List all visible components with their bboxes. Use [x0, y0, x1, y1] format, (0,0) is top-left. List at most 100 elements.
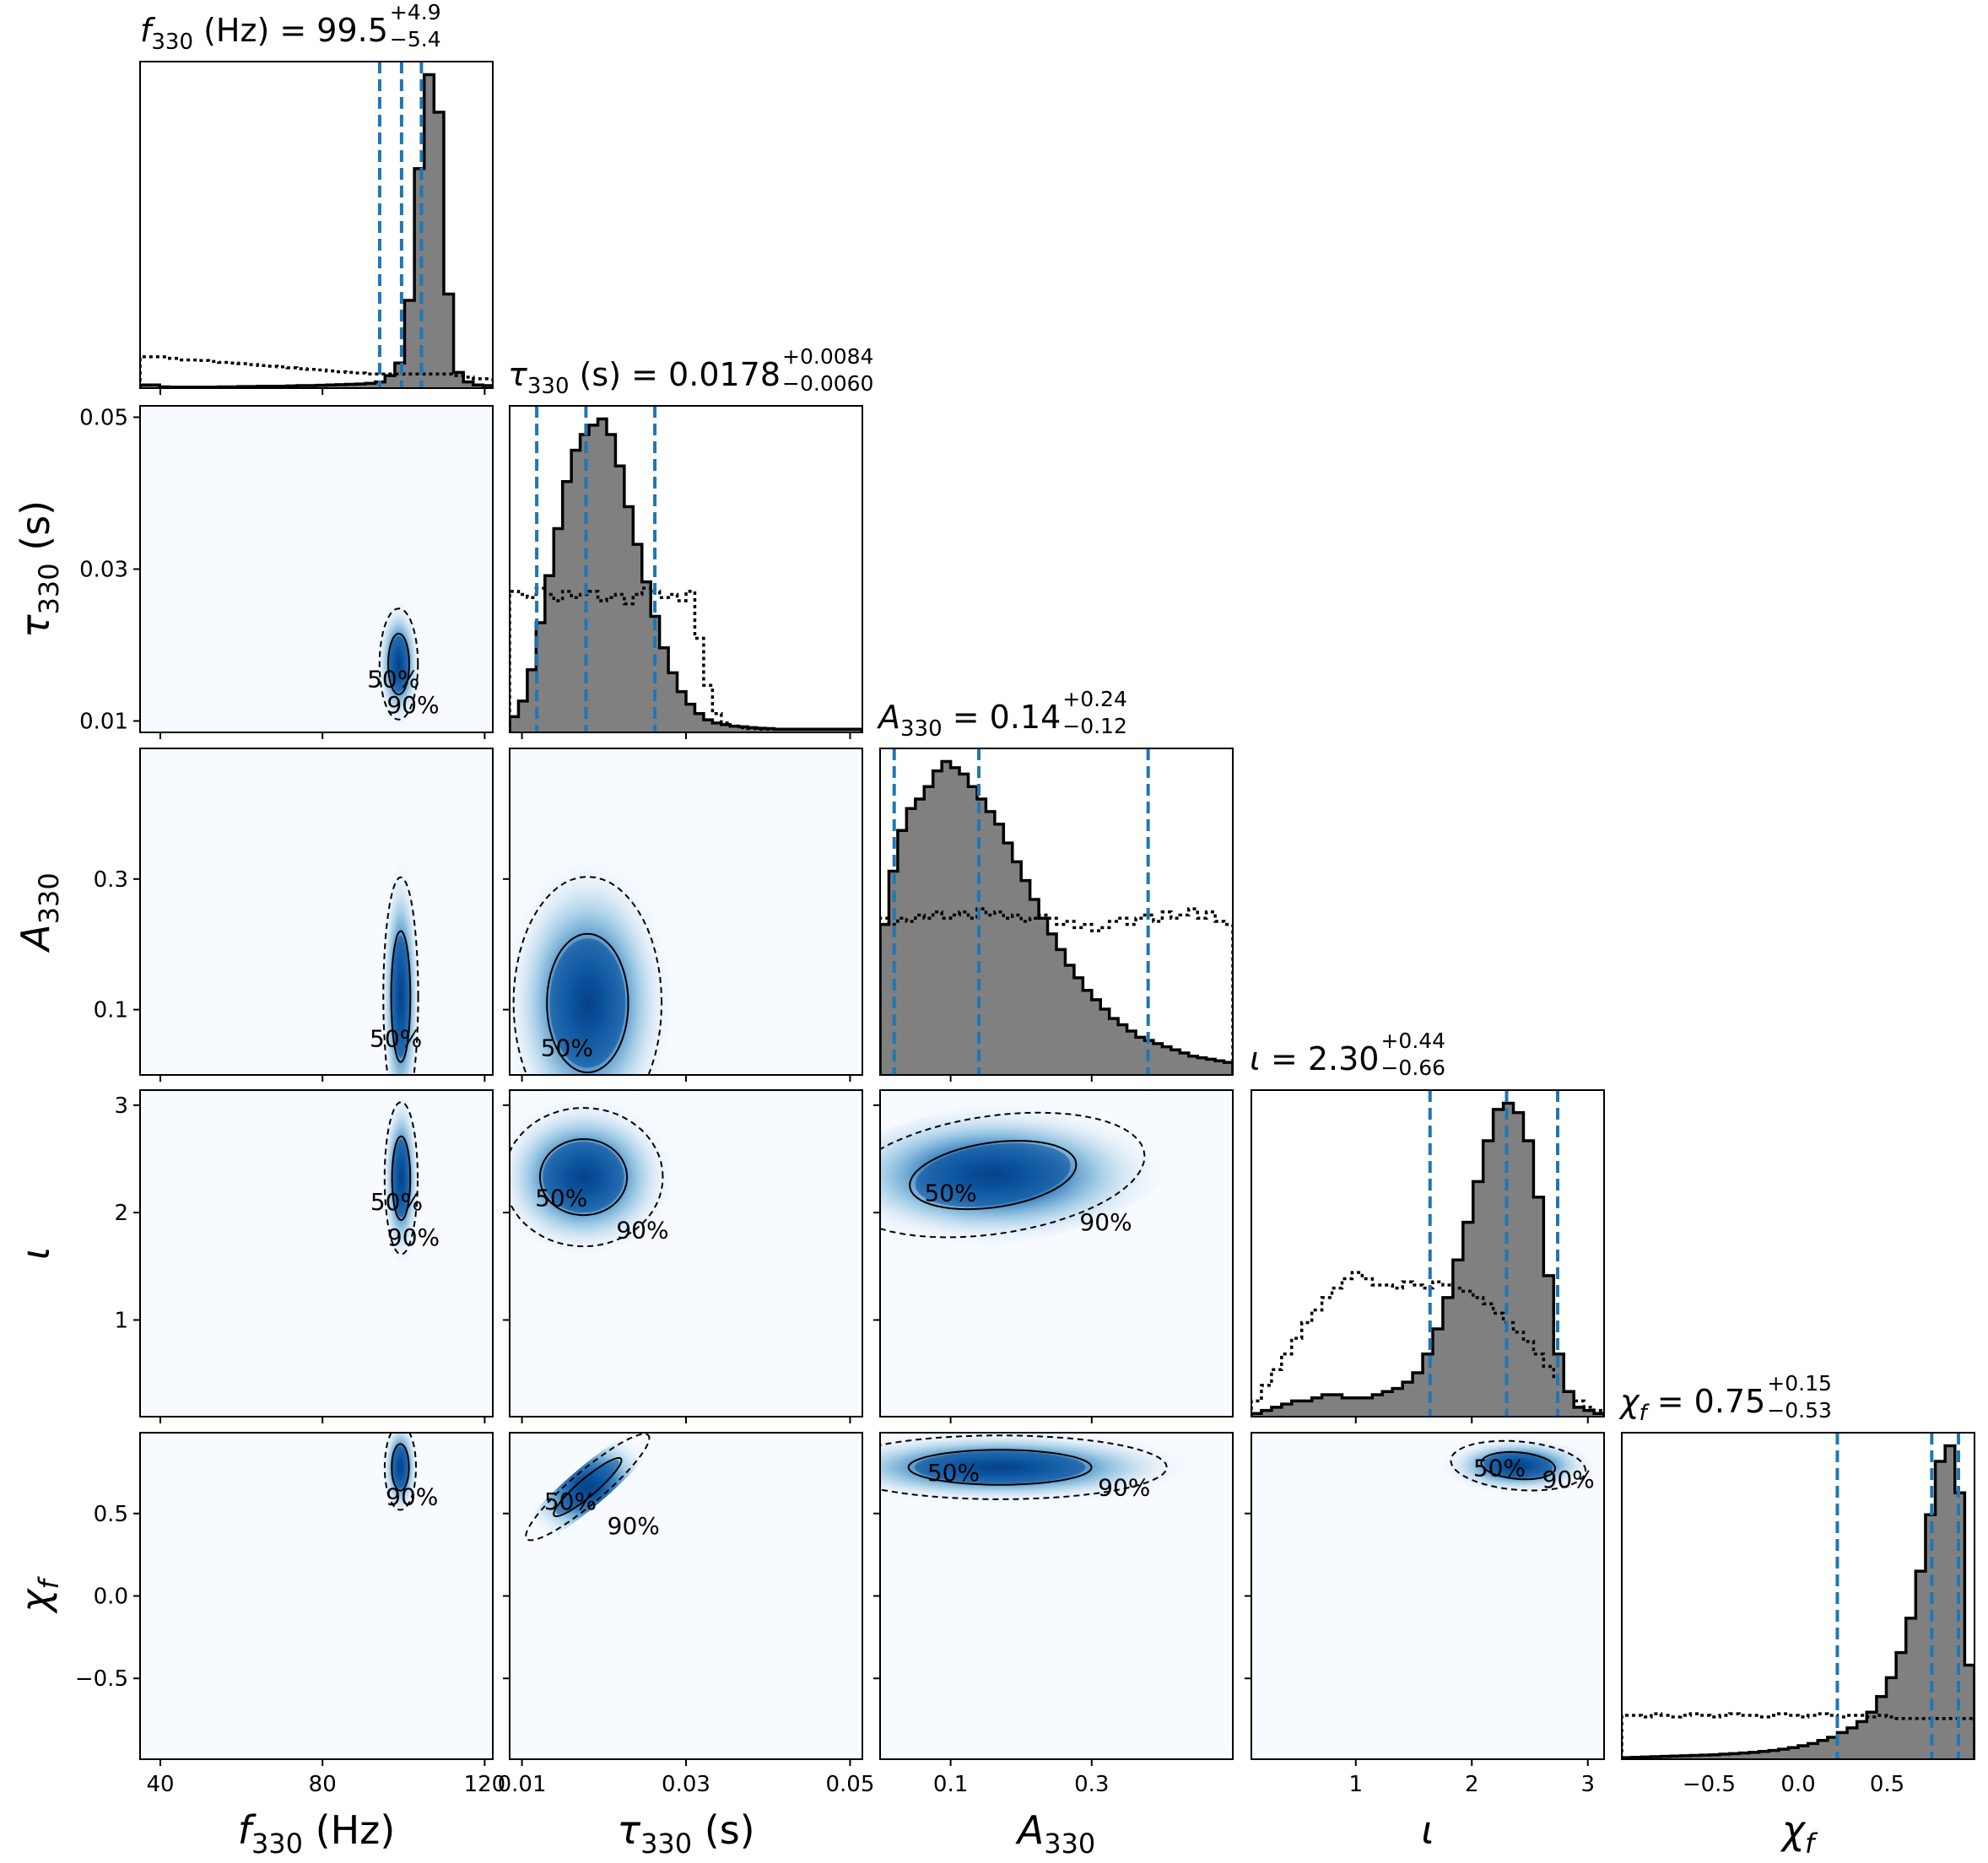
ytick-label-chi: −0.5 — [75, 1666, 128, 1692]
contour-90 — [383, 1101, 419, 1256]
contour-label-90: 90% — [1098, 1473, 1150, 1501]
contour-label-50: 50% — [1473, 1454, 1526, 1482]
ylabel-chi: χf — [13, 1576, 65, 1615]
title-iota: ι = 2.30 — [1250, 1040, 1379, 1077]
xlabel-iota: ι — [1421, 1807, 1434, 1853]
title-minus-f: −5.4 — [390, 27, 441, 51]
density-panel-f-iota: 50%90% — [133, 1089, 494, 1423]
ytick-label-iota: 2 — [114, 1201, 128, 1226]
xtick-label-tau: 0.05 — [825, 1772, 874, 1797]
contour-50 — [907, 1449, 1093, 1486]
density-panel-f-chi: 90% — [133, 1432, 494, 1766]
xtick-label-A: 0.1 — [933, 1772, 968, 1797]
prior-hist-tau — [510, 586, 862, 732]
posterior-hist-fill-A — [880, 761, 1233, 1075]
xtick-label-f: 80 — [309, 1772, 337, 1797]
density-background — [140, 406, 493, 732]
density-panel-f-tau: 50%90% — [133, 405, 494, 739]
xtick-label-tau: 0.03 — [662, 1772, 710, 1797]
contour-90 — [510, 1106, 664, 1248]
contour-label-50: 50% — [370, 1024, 422, 1052]
contour-label-50: 50% — [367, 666, 419, 694]
xtick-label-A: 0.3 — [1074, 1772, 1109, 1797]
density-core — [543, 1142, 624, 1213]
contour-50 — [390, 930, 412, 1063]
title-chi: χf = 0.75 — [1618, 1383, 1765, 1426]
prior-hist-chi — [1622, 1712, 1974, 1759]
ylabel-iota: ι — [13, 1247, 58, 1261]
xtick-label-iota: 1 — [1348, 1772, 1363, 1797]
ytick-label-A: 0.3 — [94, 867, 128, 893]
axes-frame — [139, 1089, 494, 1418]
ylabel-tau: τ330 (s) — [13, 500, 65, 638]
xtick-label-tau: 0.01 — [498, 1772, 547, 1797]
ytick-label-chi: 0.5 — [94, 1502, 128, 1527]
title-tau: τ330 (s) = 0.0178 — [508, 356, 781, 399]
histogram-panel-f: f330 (Hz) = 99.5 +4.9 −5.4 — [139, 0, 494, 395]
contour-label-50: 50% — [544, 1488, 597, 1515]
prior-hist-f — [140, 355, 493, 388]
contour-label-90: 90% — [386, 1483, 438, 1511]
contour-90 — [880, 1111, 1146, 1239]
xtick-label-chi: −0.5 — [1683, 1772, 1736, 1797]
xtick-label-f: 120 — [464, 1772, 506, 1797]
posterior-hist-edge-iota — [1251, 1101, 1604, 1417]
density-core — [392, 1139, 410, 1218]
contour-50 — [391, 1135, 412, 1222]
contour-label-90: 90% — [616, 1217, 668, 1245]
density-panel-tau-chi: 50% 90% — [503, 1432, 863, 1766]
ytick-label-chi: 0.0 — [94, 1585, 128, 1610]
contour-label-90: 90% — [1079, 1208, 1132, 1236]
density-core — [549, 938, 626, 1068]
contour-50 — [538, 1138, 629, 1217]
posterior-hist-fill-tau — [510, 418, 862, 732]
xtick-label-iota: 3 — [1580, 1772, 1595, 1797]
contour-90 — [525, 1433, 651, 1542]
contour-50 — [546, 932, 629, 1074]
prior-hist-A — [880, 907, 1233, 1075]
axes-frame — [139, 748, 494, 1076]
histogram-panel-chi: χf = 0.75 +0.15−0.53 — [1618, 1371, 1975, 1760]
contour-50 — [1480, 1450, 1557, 1481]
density-core — [392, 935, 410, 1058]
xlabel-A: A330 — [1015, 1807, 1096, 1860]
axes-frame — [879, 748, 1234, 1076]
title-A: A330 = 0.14 — [876, 699, 1061, 742]
contour-50 — [391, 1443, 410, 1492]
contour-label-50: 50% — [924, 1180, 976, 1207]
density-panel-f-A: 50%90% — [133, 748, 494, 1082]
contour-label-50: 50% — [370, 1188, 423, 1216]
xlabel-chi: χf — [1780, 1807, 1818, 1860]
contour-label-50: 50% — [927, 1459, 980, 1487]
axes-frame — [1251, 1089, 1605, 1418]
histogram-panel-iota: ι = 2.30 +0.44 −0.66 — [1250, 1029, 1605, 1423]
contour-50 — [909, 1139, 1078, 1211]
ytick-label-iota: 3 — [114, 1094, 128, 1119]
density-core — [392, 1445, 408, 1489]
contour-label-90: 90% — [386, 691, 439, 719]
posterior-hist-fill-iota — [1251, 1103, 1604, 1417]
histogram-panel-A: A330 = 0.14 +0.24 −0.12 — [876, 687, 1234, 1082]
contour-label-90: 90% — [1542, 1466, 1595, 1493]
title-plus-A: +0.24 — [1062, 687, 1127, 711]
histogram-panel-tau: τ330 (s) = 0.0178 +0.0084−0.0060 — [508, 344, 873, 739]
density-core — [555, 1460, 619, 1515]
density-panel-A-iota: 50% 90% — [873, 1089, 1234, 1423]
ylabel-A: A330 — [13, 872, 65, 953]
contour-label-50: 50% — [535, 1184, 587, 1212]
density-panel-iota-chi: 50% 90% — [1245, 1432, 1605, 1766]
title-minus-tau: −0.0060 — [782, 371, 873, 396]
contour-label-50: 50% — [541, 1034, 593, 1062]
density-core — [915, 1142, 1071, 1207]
contour-90 — [383, 1433, 418, 1511]
xtick-label-iota: 2 — [1465, 1772, 1479, 1797]
title-f: f330 (Hz) = 99.5 — [140, 12, 388, 55]
xtick-label-chi: 0.0 — [1780, 1772, 1815, 1797]
axes-frame — [879, 1089, 1234, 1418]
title-minus-iota: −0.66 — [1380, 1056, 1445, 1080]
density-background — [510, 1433, 862, 1759]
xtick-label-chi: 0.5 — [1870, 1772, 1904, 1797]
density-core — [915, 1450, 1086, 1484]
ytick-label-tau: 0.03 — [79, 558, 128, 583]
